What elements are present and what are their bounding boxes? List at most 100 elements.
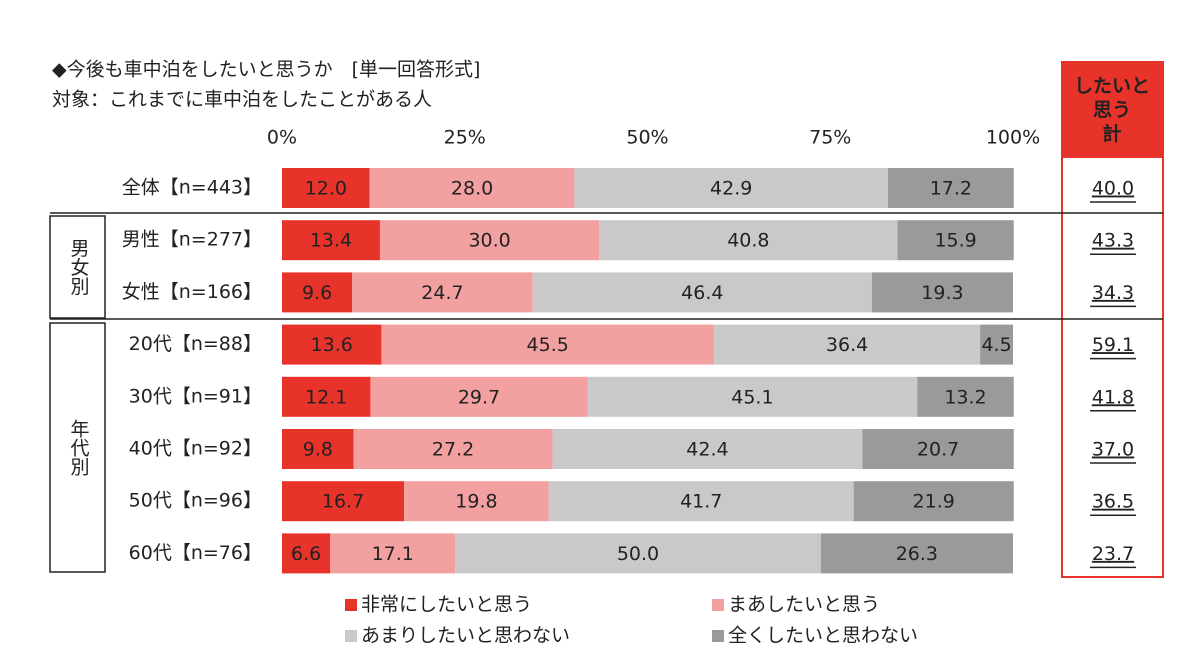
bar-segment bbox=[282, 481, 405, 522]
bar-segment bbox=[532, 272, 872, 313]
value-label: 12.1 bbox=[305, 386, 347, 408]
bar-segment bbox=[574, 168, 888, 208]
value-label: 30.0 bbox=[468, 230, 510, 252]
total-label: 59.1 bbox=[1092, 334, 1134, 356]
group-label: 年代別 bbox=[68, 419, 90, 476]
totals-header bbox=[1062, 62, 1163, 158]
value-label: 13.6 bbox=[311, 334, 353, 356]
value-label: 6.6 bbox=[291, 543, 321, 565]
header-line: したいと bbox=[1074, 75, 1150, 97]
bar-segment bbox=[404, 481, 549, 522]
bar-segment bbox=[714, 324, 981, 365]
bar-segment bbox=[379, 220, 600, 261]
value-label: 19.8 bbox=[455, 491, 497, 513]
total-label: 43.3 bbox=[1092, 230, 1134, 252]
bar-segment bbox=[282, 376, 371, 417]
legend-label: まあしたいと思う bbox=[728, 594, 880, 616]
legend-swatch bbox=[345, 630, 357, 642]
legend-swatch bbox=[345, 599, 357, 611]
legend-label: あまりしたいと思わない bbox=[361, 625, 570, 647]
value-label: 20.7 bbox=[917, 439, 959, 461]
bar-segment bbox=[455, 533, 821, 574]
total-label: 36.5 bbox=[1092, 491, 1134, 513]
value-label: 17.2 bbox=[930, 178, 972, 200]
value-label: 9.6 bbox=[302, 282, 332, 304]
value-label: 45.1 bbox=[731, 386, 773, 408]
value-label: 28.0 bbox=[451, 178, 493, 200]
bar-segment bbox=[917, 376, 1014, 417]
bar-segment bbox=[282, 429, 354, 469]
bar-segment bbox=[980, 324, 1013, 365]
value-label: 12.0 bbox=[305, 178, 347, 200]
bar-segment bbox=[369, 168, 575, 208]
value-label: 17.1 bbox=[372, 543, 414, 565]
value-label: 42.9 bbox=[710, 178, 752, 200]
total-label: 23.7 bbox=[1092, 543, 1134, 565]
chart-title: ◆今後も車中泊をしたいと思うか [単一回答形式] bbox=[52, 59, 480, 81]
group-label: 男女別 bbox=[68, 239, 90, 296]
category-label: 60代【n=76】 bbox=[129, 542, 262, 564]
total-label: 40.0 bbox=[1092, 178, 1134, 200]
category-label: 全体【n=443】 bbox=[122, 177, 262, 199]
bar-segment bbox=[897, 220, 1014, 261]
category-label: 30代【n=91】 bbox=[129, 385, 262, 407]
category-label: 20代【n=88】 bbox=[129, 333, 262, 355]
bar-segment bbox=[282, 272, 353, 313]
x-tick-label: 75% bbox=[809, 127, 851, 149]
bar-segment bbox=[282, 324, 382, 365]
category-label: 40代【n=92】 bbox=[129, 438, 262, 460]
x-tick-label: 100% bbox=[986, 127, 1040, 149]
value-label: 50.0 bbox=[617, 543, 659, 565]
value-label: 29.7 bbox=[458, 386, 500, 408]
bar-segment bbox=[587, 376, 918, 417]
value-label: 41.7 bbox=[680, 491, 722, 513]
bar-segment bbox=[381, 324, 715, 365]
x-tick-label: 0% bbox=[267, 127, 297, 149]
value-label: 45.5 bbox=[527, 334, 569, 356]
value-label: 4.5 bbox=[981, 334, 1011, 356]
bar-segment bbox=[282, 220, 380, 261]
total-label: 37.0 bbox=[1092, 439, 1134, 461]
bar-segment bbox=[282, 168, 370, 208]
value-label: 16.7 bbox=[322, 491, 364, 513]
chart-subtitle: 対象：これまでに車中泊をしたことがある人 bbox=[52, 89, 432, 111]
x-tick-label: 25% bbox=[444, 127, 486, 149]
category-label: 50代【n=96】 bbox=[129, 490, 262, 512]
bar-segment bbox=[353, 429, 553, 469]
bar-segment bbox=[548, 481, 854, 522]
value-label: 46.4 bbox=[681, 282, 723, 304]
category-label: 男性【n=277】 bbox=[122, 229, 262, 251]
value-label: 36.4 bbox=[826, 334, 868, 356]
legend-label: 全くしたいと思わない bbox=[728, 625, 918, 647]
value-label: 9.8 bbox=[303, 439, 333, 461]
totals-header-label: したいと思う計 bbox=[1074, 75, 1150, 145]
bar-segment bbox=[330, 533, 456, 574]
bar-segment bbox=[887, 168, 1014, 208]
header-line: 計 bbox=[1102, 122, 1121, 145]
value-label: 26.3 bbox=[896, 543, 938, 565]
bar-segment bbox=[871, 272, 1013, 313]
value-label: 24.7 bbox=[421, 282, 463, 304]
x-tick-label: 50% bbox=[626, 127, 668, 149]
group-box bbox=[49, 215, 106, 319]
category-label: 女性【n=166】 bbox=[122, 281, 262, 303]
bar-segment bbox=[599, 220, 898, 261]
bar-segment bbox=[282, 533, 331, 574]
bar-segment bbox=[552, 429, 863, 469]
value-label: 40.8 bbox=[727, 230, 769, 252]
legend-label: 非常にしたいと思う bbox=[361, 594, 532, 616]
value-label: 15.9 bbox=[934, 230, 976, 252]
total-label: 41.8 bbox=[1092, 386, 1134, 408]
value-label: 13.4 bbox=[310, 230, 352, 252]
value-label: 42.4 bbox=[686, 439, 728, 461]
bar-segment bbox=[352, 272, 533, 313]
header-line: 思う bbox=[1093, 99, 1131, 121]
total-label: 34.3 bbox=[1092, 282, 1134, 304]
legend-swatch bbox=[712, 630, 724, 642]
group-box bbox=[49, 322, 106, 573]
value-label: 21.9 bbox=[913, 491, 955, 513]
value-label: 19.3 bbox=[921, 282, 963, 304]
bar-segment bbox=[820, 533, 1013, 574]
legend-swatch bbox=[712, 599, 724, 611]
